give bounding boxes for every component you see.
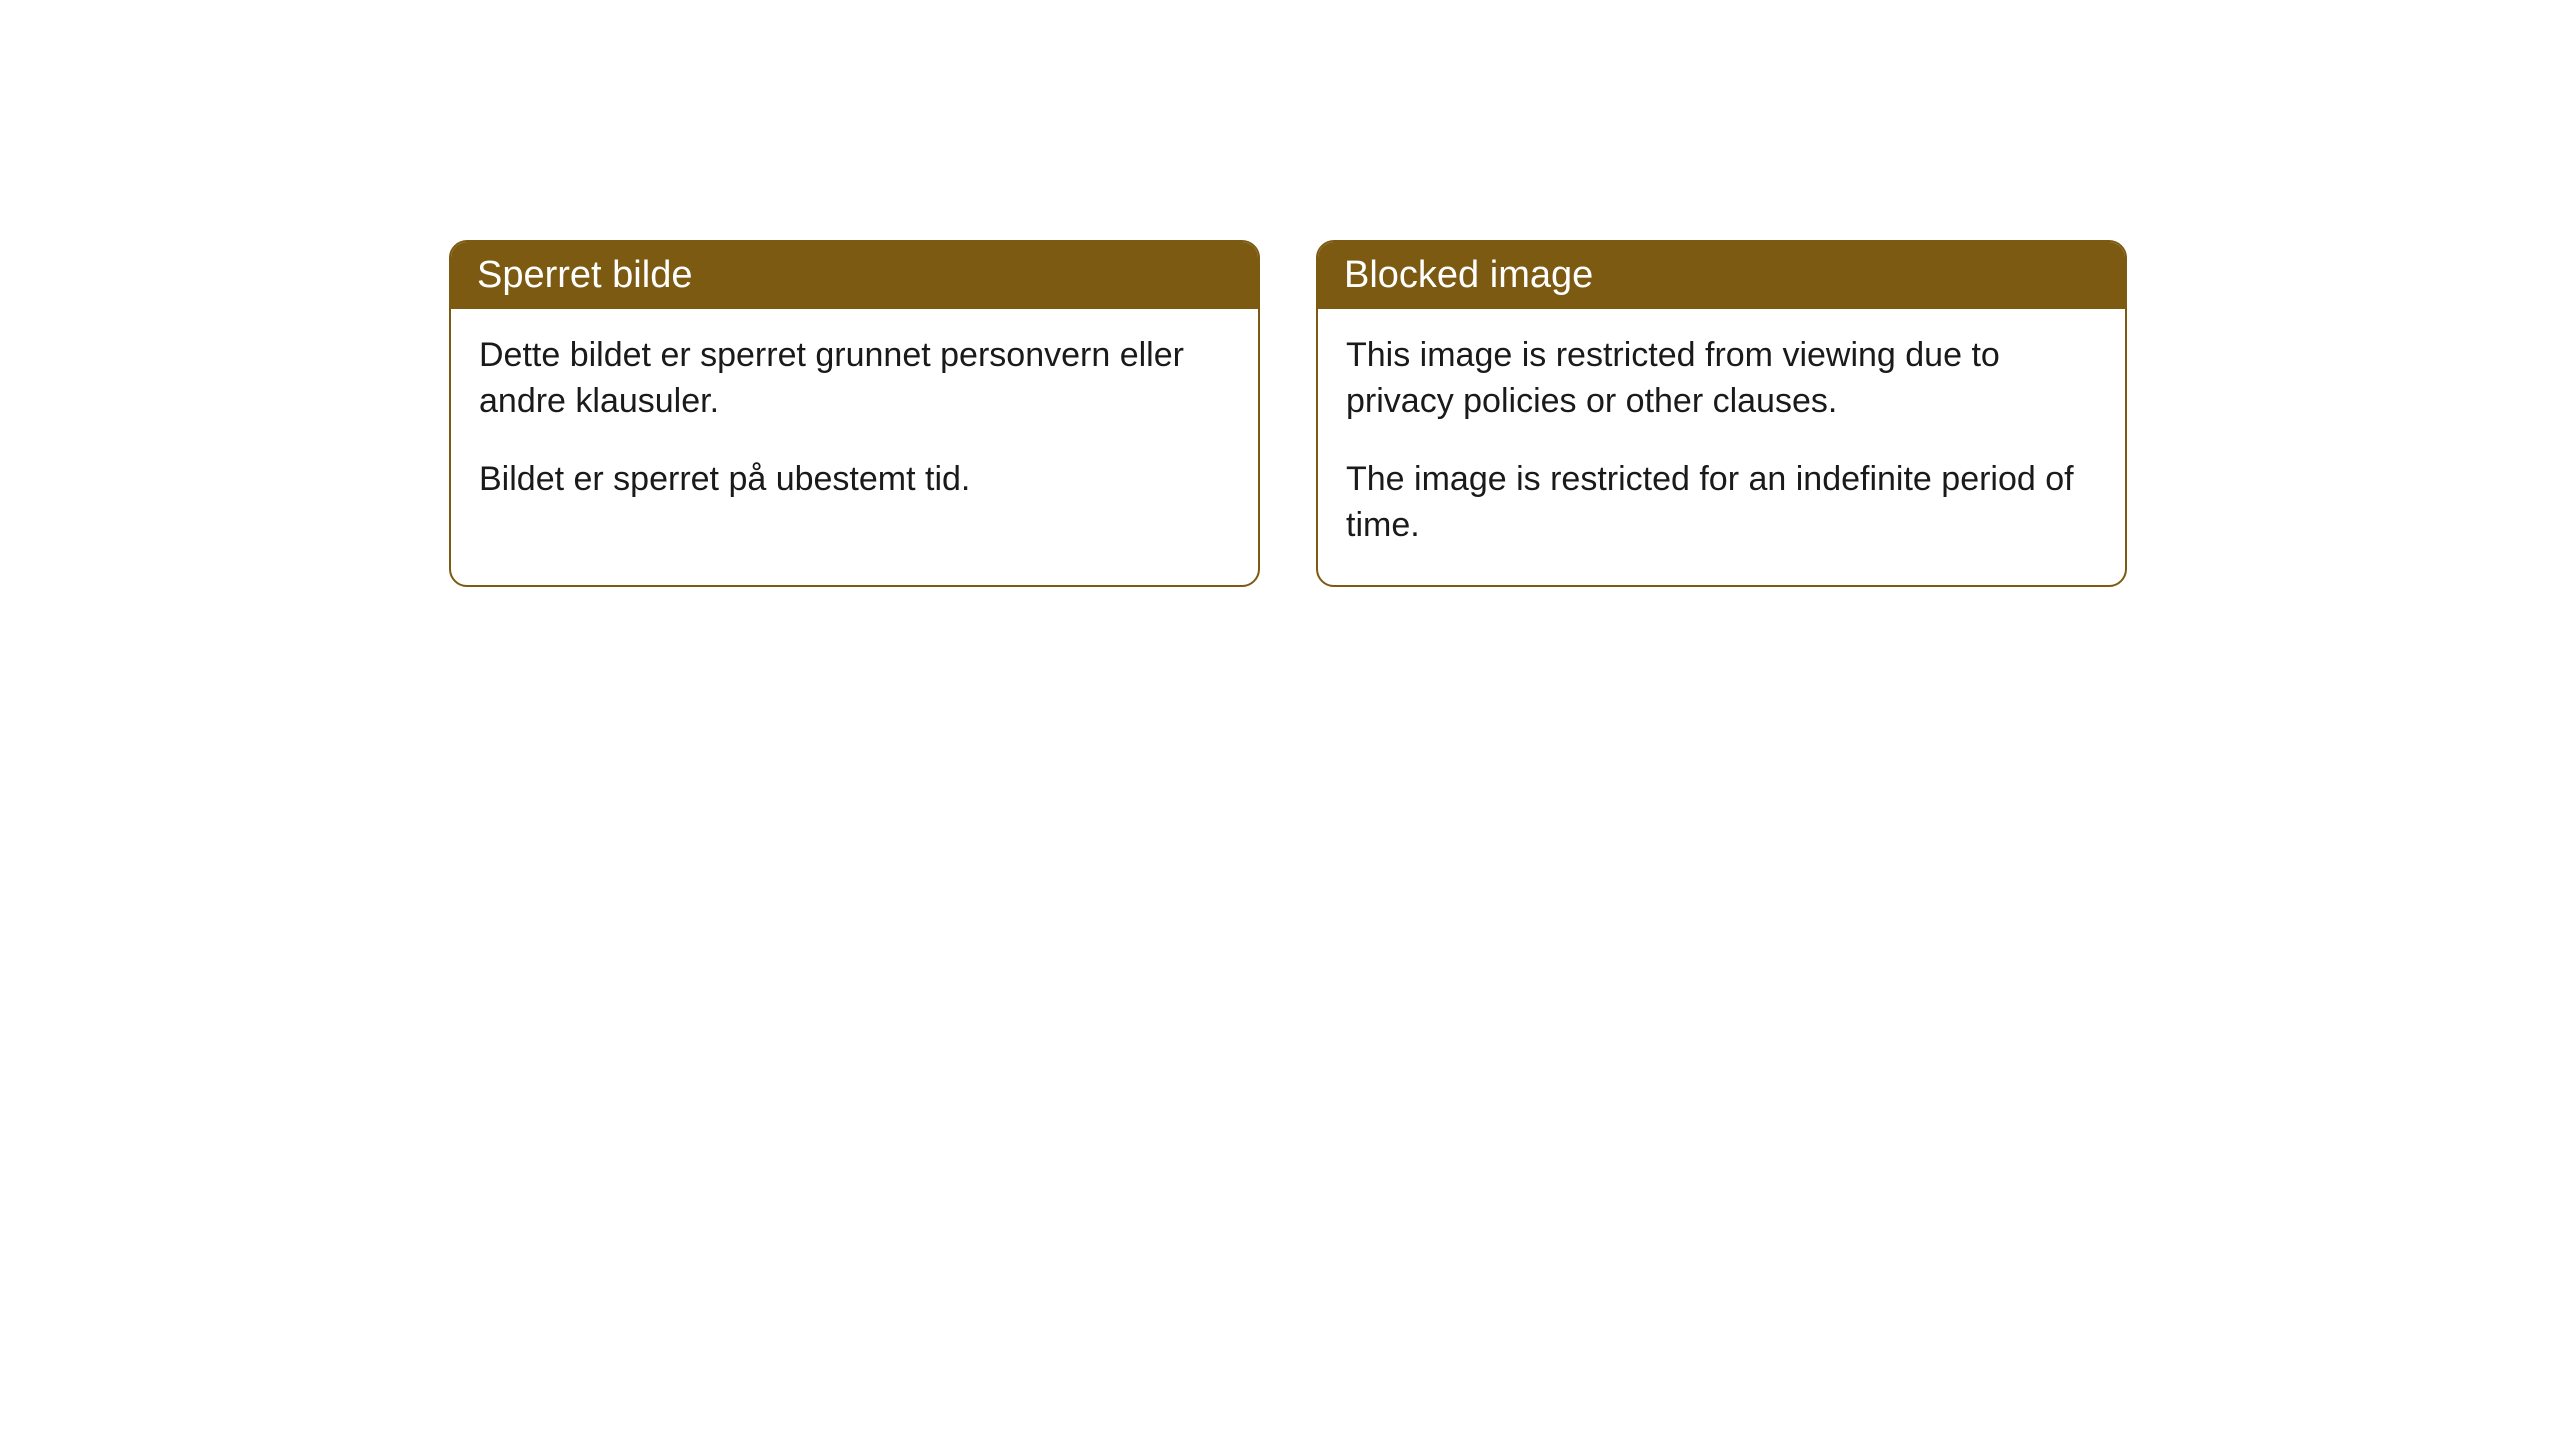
card-body: This image is restricted from viewing du… bbox=[1318, 309, 2125, 585]
blocked-image-card-norwegian: Sperret bilde Dette bildet er sperret gr… bbox=[449, 240, 1260, 587]
blocked-image-card-english: Blocked image This image is restricted f… bbox=[1316, 240, 2127, 587]
card-body: Dette bildet er sperret grunnet personve… bbox=[451, 309, 1258, 539]
card-paragraph: The image is restricted for an indefinit… bbox=[1346, 457, 2097, 549]
notice-cards-container: Sperret bilde Dette bildet er sperret gr… bbox=[0, 0, 2560, 587]
card-header: Sperret bilde bbox=[451, 242, 1258, 309]
card-paragraph: This image is restricted from viewing du… bbox=[1346, 333, 2097, 425]
card-paragraph: Dette bildet er sperret grunnet personve… bbox=[479, 333, 1230, 425]
card-header: Blocked image bbox=[1318, 242, 2125, 309]
card-paragraph: Bildet er sperret på ubestemt tid. bbox=[479, 457, 1230, 503]
